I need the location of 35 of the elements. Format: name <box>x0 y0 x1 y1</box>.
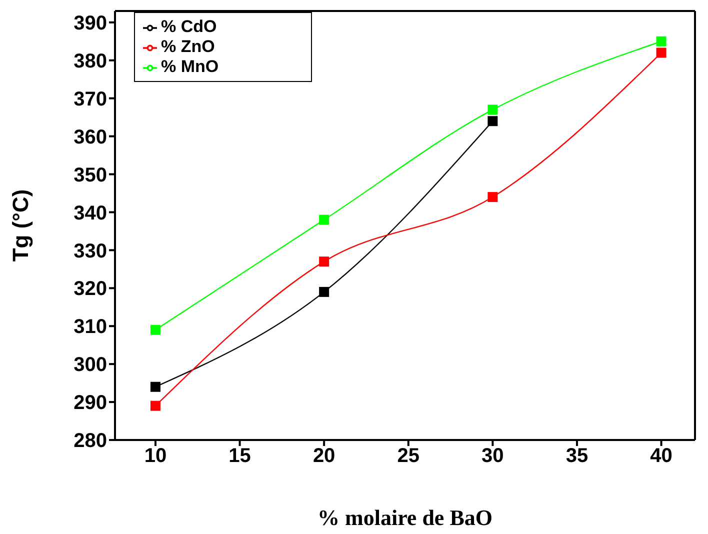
legend-label: % CdO <box>161 17 217 36</box>
x-tick-label: 15 <box>228 445 251 468</box>
x-tick-label: 40 <box>650 445 672 468</box>
legend-label: % ZnO <box>161 37 215 56</box>
point <box>150 382 160 392</box>
y-tick-label: 300 <box>74 354 107 376</box>
y-tick-label: 380 <box>74 50 107 72</box>
point <box>488 104 498 115</box>
point <box>656 48 666 58</box>
point <box>150 324 160 335</box>
y-tick-label: 340 <box>74 202 107 224</box>
y-tick-label: 290 <box>74 392 107 414</box>
y-tick-label: 350 <box>74 164 107 186</box>
x-tick-label: 20 <box>312 445 336 468</box>
x-tick-label: 25 <box>397 445 420 468</box>
y-tick-label: 360 <box>74 126 107 148</box>
y-tick-label: 320 <box>74 278 107 300</box>
x-tick-label: 10 <box>144 445 167 468</box>
point <box>488 116 498 126</box>
y-tick-label: 310 <box>74 316 107 338</box>
y-tick-label: 390 <box>74 12 107 34</box>
y-tick-label: 280 <box>74 430 107 452</box>
y-tick-label: 370 <box>74 88 107 110</box>
point <box>319 286 330 297</box>
point <box>319 256 330 267</box>
point <box>150 400 160 411</box>
y-axis-title: Tg (°C) <box>8 189 33 262</box>
point <box>488 192 498 202</box>
legend-label: % MnO <box>161 57 219 76</box>
y-tick-label: 330 <box>74 240 107 262</box>
x-axis-title: % molaire de BaO <box>318 505 492 530</box>
point <box>319 214 330 225</box>
x-tick-label: 35 <box>566 445 588 468</box>
x-tick-label: 30 <box>482 445 504 468</box>
point <box>656 36 666 46</box>
